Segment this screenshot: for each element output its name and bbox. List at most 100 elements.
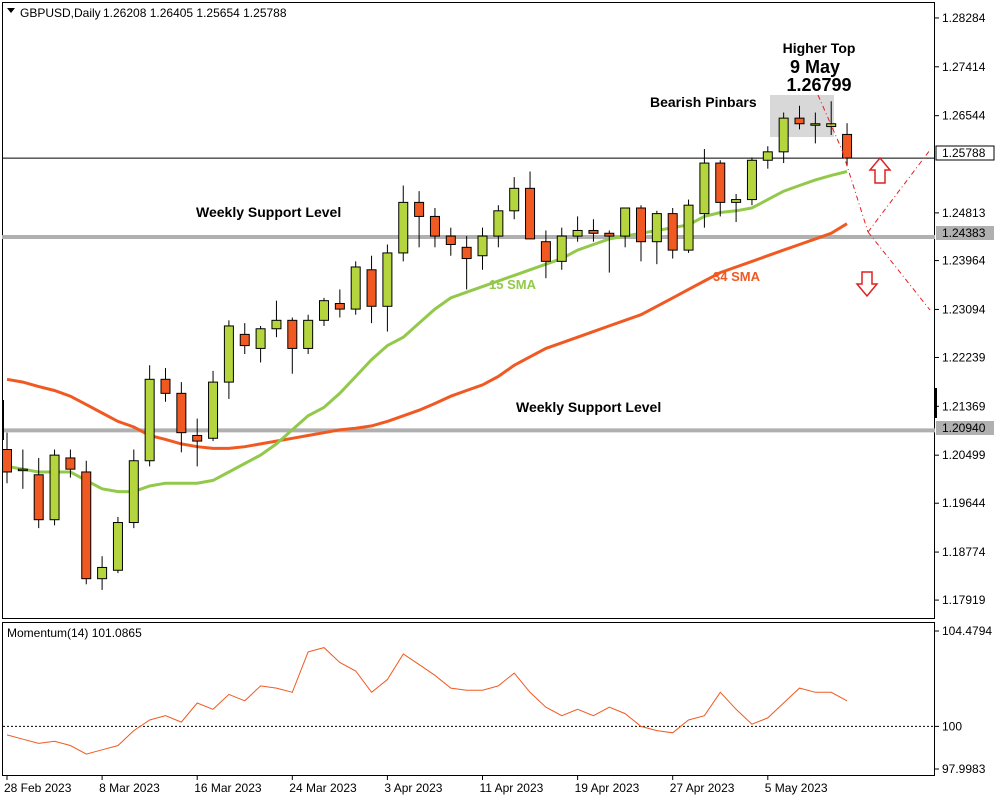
candles-group	[2, 101, 853, 590]
momentum-tick-label: 100	[942, 719, 962, 733]
current-price-axis-box	[935, 145, 995, 161]
support-label-upper: Weekly Support Level	[196, 204, 341, 220]
collapse-triangle-icon[interactable]	[7, 8, 15, 13]
higher-top-title: Higher Top	[783, 40, 856, 56]
candle-bull	[778, 117, 789, 153]
price-tick-label: 1.26544	[942, 109, 986, 123]
date-tick-label: 19 Apr 2023	[575, 781, 640, 795]
candle-bull	[17, 468, 28, 472]
candle-bull	[128, 460, 139, 524]
support-lower-axis-box	[936, 421, 994, 435]
candle-bull	[699, 162, 710, 215]
momentum-axis: 104.4794 100 97.9983	[935, 624, 992, 776]
candle-bull	[255, 328, 266, 349]
candle-bear	[81, 471, 92, 580]
price-tick-label: 1.17919	[942, 593, 986, 607]
candle-bear	[287, 319, 298, 349]
candle-bull	[382, 252, 393, 307]
price-tick-label: 1.20499	[942, 448, 986, 462]
candle-bull	[350, 266, 361, 310]
candle-bear	[334, 302, 345, 310]
symbol-label: GBPUSD,Daily	[20, 6, 101, 20]
date-tick-label: 3 Apr 2023	[384, 781, 442, 795]
candle-bull	[112, 522, 123, 571]
candle-bear	[588, 229, 599, 234]
candle-bear	[429, 215, 440, 237]
support-upper-axis-label: 1.24383	[942, 226, 986, 240]
candle-bull	[208, 381, 219, 439]
candle-bear	[842, 133, 853, 159]
candle-bear	[667, 213, 678, 251]
candle-bear	[414, 201, 425, 217]
price-axis: 1.28284 1.27414 1.26544 1.24813 1.23964 1.230…	[935, 11, 986, 607]
price-tick-label: 1.23964	[942, 254, 986, 268]
candle-bear	[525, 187, 536, 240]
date-tick-label: 11 Apr 2023	[480, 781, 544, 795]
ohlc-label: 1.26208 1.26405 1.25654 1.25788	[103, 6, 287, 20]
price-tick-label: 1.19644	[942, 496, 986, 510]
momentum-title: Momentum(14) 101.0865	[7, 626, 142, 640]
projection-line-bottom	[867, 231, 931, 311]
candle-bull	[223, 325, 234, 383]
price-tick-label: 1.18774	[942, 545, 986, 559]
candle-bear	[794, 117, 805, 125]
candle-bull	[319, 300, 329, 321]
candle-bear	[239, 333, 250, 347]
current-price-axis-label: 1.25788	[942, 146, 986, 160]
candle-bear	[176, 392, 187, 434]
sma15-line	[6, 170, 848, 494]
candle-bear	[445, 235, 456, 246]
candle-bull	[97, 566, 108, 580]
price-tick-label: 1.21369	[942, 399, 986, 413]
candle-bull	[810, 123, 821, 126]
candle-bear	[192, 434, 203, 442]
candle-bear	[604, 232, 615, 237]
date-tick-label: 8 Mar 2023	[99, 781, 160, 795]
candle-bull	[509, 187, 520, 212]
sma15-label: 15 SMA	[489, 277, 537, 292]
date-tick-label: 27 Apr 2023	[670, 781, 735, 795]
candle-bear	[33, 474, 44, 521]
date-axis: 28 Feb 2023 8 Mar 2023 16 Mar 2023 24 Mar 2…	[4, 776, 828, 795]
support-label-lower: Weekly Support Level	[516, 399, 661, 415]
support-lower-axis-label: 1.20940	[942, 421, 986, 435]
candle-bear	[160, 378, 171, 394]
momentum-line	[6, 647, 848, 755]
candle-bull	[572, 229, 583, 237]
candle-bull	[556, 235, 567, 262]
price-tick-label: 1.22239	[942, 350, 986, 364]
arrow-up-icon	[868, 156, 892, 184]
candle-bull	[683, 204, 694, 251]
date-tick-label: 5 May 2023	[765, 781, 828, 795]
candle-bull	[731, 199, 742, 203]
candle-bull	[620, 207, 631, 237]
date-tick-label: 28 Feb 2023	[4, 781, 72, 795]
price-tick-label: 1.24813	[942, 206, 986, 220]
candle-bull	[271, 319, 282, 330]
candle-bull	[303, 319, 314, 349]
projection-line-top	[817, 94, 843, 151]
candle-bull	[493, 210, 504, 237]
bearish-pinbars-label: Bearish Pinbars	[650, 94, 757, 110]
candle-bear	[2, 449, 12, 473]
momentum-tick-label: 97.9983	[942, 762, 986, 776]
date-tick-label: 24 Mar 2023	[289, 781, 357, 795]
momentum-panel	[2, 622, 935, 776]
candle-bear	[366, 269, 377, 307]
higher-top-price: 1.26799	[786, 75, 851, 95]
higher-top-date: 9 May	[790, 57, 840, 77]
candle-bear	[540, 241, 551, 262]
price-tick-label: 1.28284	[942, 11, 986, 25]
projection-line-down	[841, 149, 869, 233]
candle-bull	[746, 159, 757, 201]
candle-bear	[715, 162, 726, 203]
candle-bull	[477, 235, 488, 257]
candle-bull	[762, 151, 773, 161]
candle-bull	[144, 378, 155, 462]
candle-bull	[398, 201, 409, 254]
date-tick-label: 16 Mar 2023	[194, 781, 262, 795]
projection-lines	[817, 94, 931, 311]
projection-line-up	[867, 149, 931, 233]
candle-bear	[461, 246, 472, 260]
